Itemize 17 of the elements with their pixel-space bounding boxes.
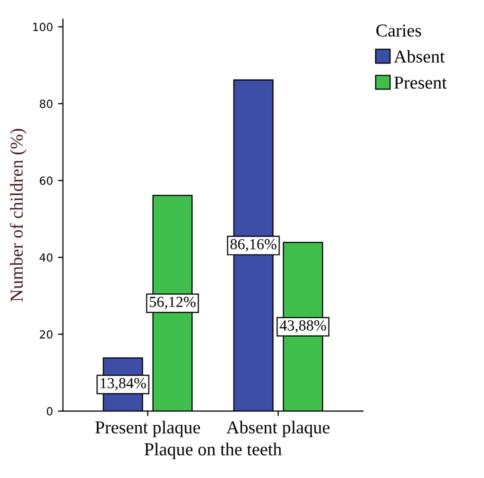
y-tick-label: 100	[33, 22, 52, 32]
y-axis-title: Number of children (%)	[10, 128, 26, 302]
y-tick-label: 60	[40, 176, 52, 185]
y-tick-label: 40	[40, 253, 52, 262]
y-tick-label: 80	[40, 100, 52, 108]
data-label: 56,12%	[150, 296, 196, 310]
legend-title: Caries	[376, 24, 422, 37]
data-label: 43,88%	[280, 320, 326, 333]
y-tick-label: 20	[40, 330, 52, 339]
x-tick-label: Absent plaque	[226, 420, 330, 438]
y-tick-label: 0	[46, 407, 52, 416]
legend-label: Present	[394, 76, 447, 89]
data-label: 86,16%	[230, 239, 276, 252]
x-tick-label: Present plaque	[95, 420, 200, 438]
data-label: 13,84%	[100, 378, 146, 391]
x-axis-title: Plaque on the teeth	[144, 442, 282, 460]
legend-label: Absent	[394, 50, 445, 63]
